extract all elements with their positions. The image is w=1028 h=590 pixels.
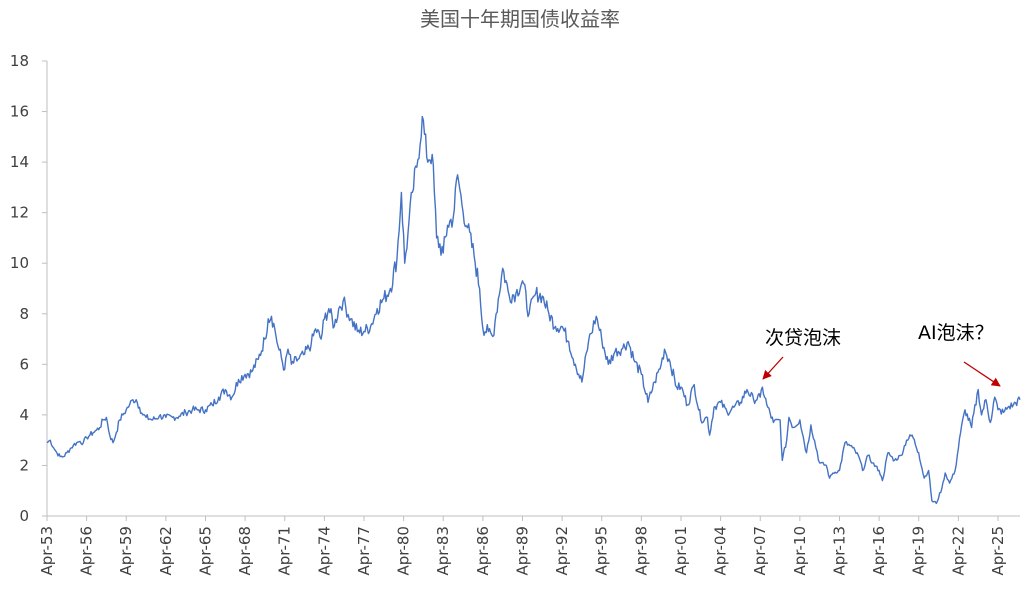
- y-tick-label: 10: [10, 254, 29, 272]
- yield-series-line: [46, 115, 1021, 505]
- annotations: 次贷泡沫 AI泡沫？: [762, 322, 1001, 387]
- x-tick-label: Apr-68: [236, 526, 254, 576]
- annotation-label: 次贷泡沫: [765, 327, 841, 349]
- x-tick-label: Apr-10: [791, 526, 809, 576]
- y-tick-label: 18: [10, 52, 29, 70]
- y-tick-label: 6: [19, 355, 29, 373]
- chart-title: 美国十年期国债收益率: [420, 7, 620, 31]
- x-axis: Apr-53 Apr-56 Apr-59 Apr-62 Apr-65 Apr-68 Apr-…: [38, 515, 1020, 576]
- x-tick-label: Apr-22: [949, 526, 967, 576]
- annotation-arrow: [963, 361, 1001, 387]
- x-tick-label: Apr-86: [474, 526, 492, 576]
- series-group: [46, 115, 1021, 505]
- x-tick-label: Apr-95: [593, 526, 611, 576]
- x-tick-label: Apr-98: [632, 526, 650, 576]
- y-tick-label: 0: [19, 507, 29, 525]
- x-tick-label: Apr-25: [989, 526, 1007, 576]
- x-tick-label: Apr-59: [117, 526, 135, 576]
- x-tick-label: Apr-74: [315, 526, 333, 576]
- y-tick-label: 16: [10, 103, 29, 121]
- y-axis: 0 2 4 6 8 10 12 14 16 18: [10, 52, 48, 525]
- x-tick-label: Apr-04: [712, 526, 730, 576]
- x-tick-label: Apr-16: [870, 526, 888, 576]
- x-tick-label: Apr-62: [157, 526, 175, 576]
- y-tick-label: 2: [19, 456, 29, 474]
- y-tick-label: 4: [19, 406, 29, 424]
- annotation-arrow: [762, 356, 784, 380]
- y-tick-label: 14: [10, 153, 29, 171]
- x-tick-label: Apr-77: [355, 526, 373, 576]
- y-tick-label: 8: [19, 305, 29, 323]
- x-tick-label: Apr-71: [276, 526, 294, 576]
- x-tick-label: Apr-89: [513, 526, 531, 576]
- x-tick-label: Apr-53: [38, 526, 56, 576]
- x-tick-label: Apr-92: [553, 526, 571, 576]
- x-tick-label: Apr-19: [910, 526, 928, 576]
- x-tick-label: Apr-65: [196, 526, 214, 576]
- x-tick-label: Apr-13: [830, 526, 848, 576]
- annotation-label: AI泡沫？: [918, 322, 994, 344]
- x-tick-label: Apr-83: [434, 526, 452, 576]
- x-tick-label: Apr-80: [395, 526, 413, 576]
- x-tick-label: Apr-07: [751, 526, 769, 576]
- y-tick-label: 12: [10, 204, 29, 222]
- x-tick-label: Apr-01: [672, 526, 690, 576]
- x-tick-label: Apr-56: [78, 526, 96, 576]
